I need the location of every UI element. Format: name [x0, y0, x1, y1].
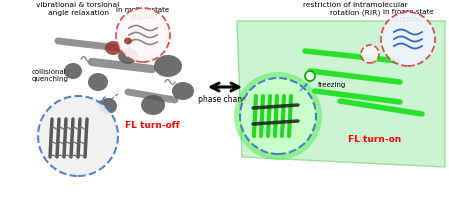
Ellipse shape: [141, 95, 165, 115]
Text: phase change: phase change: [198, 95, 252, 104]
Circle shape: [381, 12, 435, 66]
Text: collisional
quenching: collisional quenching: [32, 70, 69, 83]
Polygon shape: [237, 21, 445, 167]
Ellipse shape: [105, 41, 121, 55]
Text: freezing: freezing: [318, 82, 346, 88]
Text: restriction of intramolecular
rotation (RIR): restriction of intramolecular rotation (…: [303, 2, 407, 16]
Text: in frozen state
(crystal): in frozen state (crystal): [383, 9, 433, 23]
Ellipse shape: [154, 55, 182, 77]
Ellipse shape: [64, 63, 82, 79]
Circle shape: [361, 45, 379, 63]
Ellipse shape: [172, 82, 194, 100]
Circle shape: [305, 71, 315, 81]
Ellipse shape: [88, 73, 108, 91]
Text: FL turn-on: FL turn-on: [348, 135, 401, 144]
Text: vibrational & torsional
angle relaxation: vibrational & torsional angle relaxation: [36, 2, 119, 15]
Circle shape: [38, 96, 118, 176]
Ellipse shape: [124, 37, 132, 45]
Text: FL turn-off: FL turn-off: [125, 121, 179, 130]
Ellipse shape: [99, 98, 117, 114]
Circle shape: [240, 78, 316, 154]
Ellipse shape: [118, 48, 138, 64]
Circle shape: [116, 8, 170, 62]
Circle shape: [234, 72, 322, 160]
Text: in molten state
(liquid): in molten state (liquid): [116, 7, 170, 20]
